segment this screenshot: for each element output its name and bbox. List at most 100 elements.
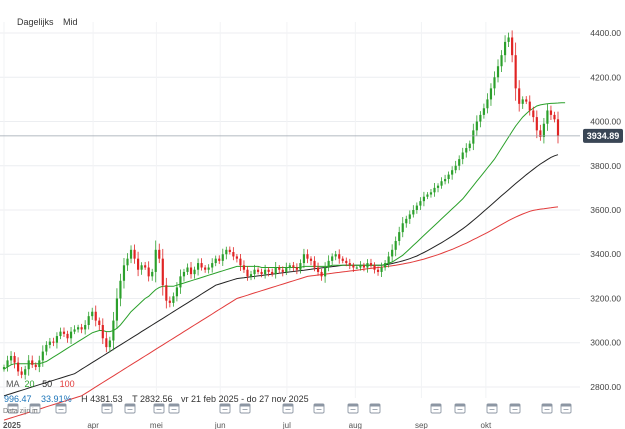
candle-body	[366, 263, 369, 268]
calendar-event-icon[interactable]	[560, 403, 572, 414]
calendar-event-icon[interactable]	[153, 403, 165, 414]
y-tick-label: 3200.00	[590, 293, 621, 303]
candle-body	[458, 159, 461, 166]
candle-body	[422, 196, 425, 202]
x-tick-label: 2025	[3, 421, 21, 429]
candle-body	[440, 181, 443, 186]
candle-body	[546, 110, 549, 124]
candle-body	[214, 258, 217, 264]
candle-body	[218, 258, 221, 261]
calendar-event-icon[interactable]	[369, 403, 381, 414]
x-tick-label: jun	[214, 421, 226, 429]
calendar-event-icon[interactable]	[509, 403, 521, 414]
stat-low: T 2832.56	[132, 394, 173, 404]
calendar-event-icon[interactable]	[101, 403, 113, 414]
calendar-event-icon[interactable]	[219, 403, 231, 414]
calendar-event-icon[interactable]	[347, 403, 359, 414]
candle-body	[380, 267, 383, 272]
calendar-event-icon[interactable]	[541, 403, 553, 414]
candle-body	[129, 249, 133, 259]
candle-body	[384, 263, 387, 268]
calendar-event-icon[interactable]	[454, 403, 466, 414]
candle-body	[412, 210, 415, 215]
candle-body	[122, 265, 126, 281]
candle-body	[133, 249, 136, 259]
candle-body	[320, 271, 323, 277]
candle-body	[472, 130, 475, 144]
candle-body	[482, 108, 485, 115]
price-type-selector[interactable]: Mid	[63, 17, 78, 27]
candle-body	[451, 170, 454, 175]
calendar-event-icon[interactable]	[55, 403, 67, 414]
calendar-event-icon[interactable]	[239, 403, 251, 414]
candle-body	[549, 110, 553, 115]
candle-body	[144, 265, 147, 268]
candle-body	[274, 267, 277, 275]
ma-legend[interactable]: MA 20 50 100	[6, 379, 75, 389]
candle-body	[91, 311, 94, 317]
y-tick-label: 3600.00	[590, 205, 621, 215]
candle-body	[31, 360, 34, 365]
candle-body	[73, 329, 76, 332]
candle-body	[348, 263, 351, 266]
candle-body	[387, 256, 390, 264]
calendar-event-icon[interactable]	[486, 403, 498, 414]
candle-body	[391, 249, 394, 257]
candle-body	[521, 99, 524, 104]
candle-body	[161, 258, 164, 286]
candle-body	[126, 258, 129, 266]
candle-body	[140, 265, 143, 270]
calendar-event-icon[interactable]	[168, 403, 180, 414]
candle-body	[20, 371, 23, 375]
candle-body	[80, 327, 83, 330]
candle-body	[189, 267, 193, 275]
candle-body	[345, 260, 348, 264]
calendar-event-icon[interactable]	[313, 403, 325, 414]
candle-body	[62, 331, 66, 334]
candle-body	[355, 267, 358, 269]
y-tick-label: 4400.00	[590, 28, 621, 38]
candle-body	[2, 367, 6, 370]
candle-body	[288, 265, 291, 268]
candle-body	[334, 254, 337, 257]
price-badge	[583, 128, 623, 143]
stat-change: 33.91%	[41, 394, 72, 404]
candle-body	[168, 300, 171, 303]
candle-body	[503, 41, 507, 56]
candle-body	[105, 338, 108, 348]
calendar-event-icon[interactable]	[7, 403, 19, 414]
y-tick-label: 3800.00	[590, 161, 621, 171]
calendar-event-icon[interactable]	[282, 403, 294, 414]
candle-body	[271, 271, 274, 275]
candle-body	[302, 254, 306, 264]
calendar-event-icon[interactable]	[124, 403, 136, 414]
candle-body	[313, 260, 316, 268]
candle-body	[398, 232, 401, 241]
candle-body	[260, 271, 263, 275]
candle-body	[45, 344, 48, 352]
calendar-event-icon[interactable]	[430, 403, 442, 414]
calendar-event-icon[interactable]	[29, 403, 41, 414]
candle-body	[292, 265, 295, 268]
candle-body	[253, 269, 256, 275]
x-axis: 2025 apr mei jun jul aug sep okt	[3, 421, 492, 429]
y-tick-label: 2800.00	[590, 382, 621, 392]
candle-body	[447, 174, 450, 180]
candle-body	[59, 331, 62, 337]
candle-body	[24, 369, 27, 375]
candle-body	[264, 269, 267, 275]
candle-body	[475, 121, 478, 131]
candle-body	[401, 223, 404, 233]
candle-body	[69, 331, 73, 339]
candle-body	[528, 101, 531, 111]
ma-prefix: MA	[6, 379, 20, 389]
candle-body	[196, 263, 200, 270]
candle-body	[507, 37, 510, 42]
candle-body	[532, 110, 535, 118]
candle-body	[493, 77, 496, 89]
candle-body	[55, 336, 59, 343]
candle-body	[9, 355, 13, 361]
interval-selector[interactable]: Dagelijks	[17, 17, 54, 27]
candle-body	[94, 311, 97, 321]
